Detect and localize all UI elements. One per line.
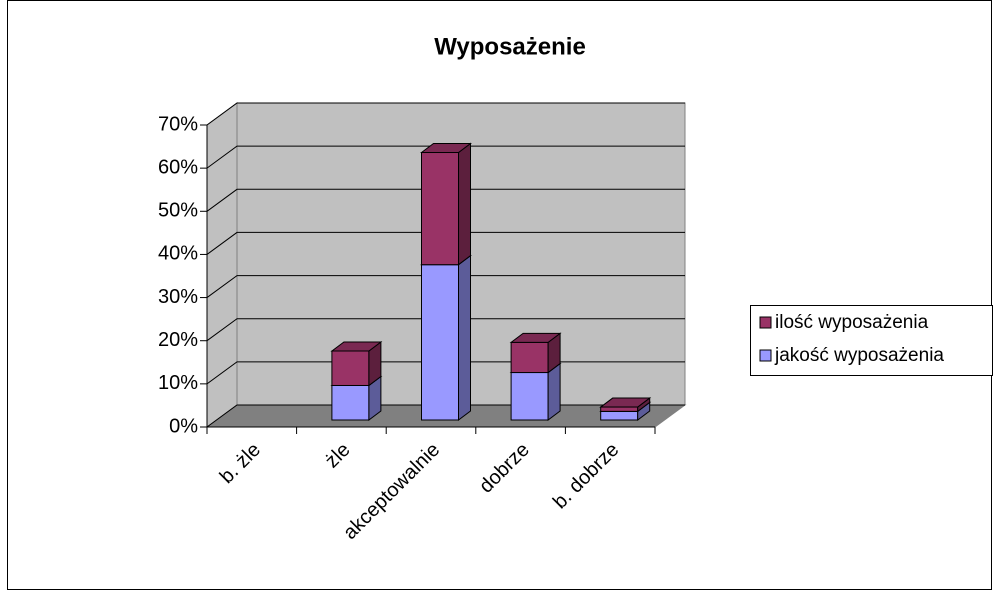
legend-label: jakość wyposażenia [774, 345, 944, 366]
y-tick-label: 50% [158, 200, 198, 222]
bar-top [509, 332, 562, 343]
grid-line [206, 145, 685, 169]
bar-top [420, 143, 472, 154]
y-tick-label: 40% [158, 243, 198, 265]
grid-line [206, 188, 685, 212]
y-tick-label: 0% [169, 415, 198, 437]
chart-title: Wyposażenie [434, 33, 586, 60]
legend-label: ilość wyposażenia [775, 312, 929, 333]
y-tick-label: 10% [158, 372, 198, 394]
legend-swatch [759, 316, 772, 329]
bar [510, 372, 549, 421]
side-wall [206, 102, 238, 428]
bar-side [458, 254, 471, 421]
bar-side [458, 142, 471, 266]
bar [510, 341, 549, 374]
grid-line [206, 102, 685, 126]
y-tick-label: 20% [158, 329, 198, 351]
y-tick-label: 60% [158, 156, 198, 178]
bar [331, 350, 370, 386]
legend-box [750, 305, 993, 376]
bar [600, 406, 639, 412]
y-tick-label: 30% [158, 286, 198, 308]
y-tick-label: 70% [158, 113, 198, 135]
bar [421, 264, 459, 421]
grid-line [206, 318, 685, 342]
grid-line [206, 275, 685, 298]
bar-top [599, 397, 652, 408]
bar [600, 410, 639, 421]
bar [421, 152, 459, 266]
bar-side [547, 362, 561, 421]
grid-line [206, 231, 685, 255]
bar-top [330, 341, 383, 352]
bar [331, 384, 370, 421]
legend-swatch [759, 349, 772, 362]
